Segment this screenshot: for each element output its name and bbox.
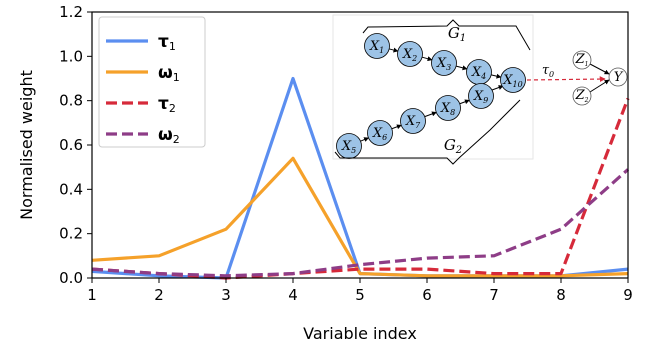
x-tick-label: 9	[623, 286, 633, 304]
top-chain-node-label: X10	[502, 73, 522, 89]
tau0-label: τ0	[542, 63, 554, 79]
bottom-chain-edge	[360, 137, 370, 142]
x-axis-label: Variable index	[303, 324, 417, 343]
x-tick-label: 6	[422, 286, 432, 304]
top-chain-edge	[389, 47, 399, 53]
legend-label-3: τ2	[158, 94, 176, 115]
top-chain-node	[397, 41, 423, 67]
z-edge	[589, 63, 610, 75]
bottom-chain-node	[367, 120, 393, 146]
y-tick-label: 0.0	[59, 269, 83, 287]
group-bottom-label: G2	[444, 136, 462, 156]
y-axis-label: Normalised weight	[17, 70, 36, 220]
inset-content: X1 X2 X3 X4 X10 X5 X6 X7 X8 X9 G1 G2 τ0 Z1 Z2 Y	[334, 19, 628, 165]
z-edge	[589, 79, 610, 93]
legend-box	[98, 16, 206, 148]
legend-entries: τ1 ω1 τ2 ω2	[106, 32, 180, 146]
x-tick-label: 8	[556, 286, 566, 304]
z-node-label: Z2	[575, 88, 589, 104]
bottom-chain-node-label: X9	[473, 89, 488, 105]
bottom-chain-edge	[391, 124, 402, 130]
bottom-chain-node	[435, 95, 461, 121]
top-chain-node-label: X1	[369, 39, 384, 55]
plot-lines	[91, 76, 630, 280]
bottom-chain-edge	[424, 111, 437, 118]
y-tick-label: 0.6	[59, 136, 83, 154]
bottom-chain-node-label: X6	[372, 126, 387, 142]
top-chain-node	[364, 33, 390, 59]
group-top-brace	[362, 19, 531, 51]
top-chain-edge	[421, 56, 433, 62]
legend-label-4: ω2	[158, 125, 180, 146]
series-line-2	[91, 156, 629, 278]
top-chain-edge	[455, 65, 468, 71]
tau0-edge	[526, 76, 606, 83]
x-tick-label: 3	[221, 286, 231, 304]
bottom-chain-node	[468, 83, 494, 109]
inset-diagram: X1 X2 X3 X4 X10 X5 X6 X7 X8 X9 G1 G2 τ0 Z1 Z2 Y	[332, 14, 628, 165]
outcome-node-label: Y	[614, 70, 624, 85]
y-tick-label: 1.2	[59, 3, 83, 21]
y-tick-label: 0.2	[59, 225, 83, 243]
group-top-label: G1	[448, 24, 466, 44]
y-axis: 0.0 0.2 0.4 0.6 0.8 1.0 1.2	[59, 3, 92, 287]
chain-link-edge	[491, 85, 504, 91]
x-tick-label: 7	[489, 286, 499, 304]
legend-label-1: τ1	[158, 32, 176, 53]
bottom-chain-node-label: X8	[440, 101, 455, 117]
x-tick-label: 4	[288, 286, 298, 304]
top-chain-node	[500, 67, 526, 93]
y-tick-label: 1.0	[59, 47, 83, 65]
legend: τ1 ω1 τ2 ω2	[98, 16, 206, 148]
top-chain-node-label: X2	[402, 47, 417, 63]
bottom-chain-edge	[459, 99, 470, 105]
bottom-chain-node-label: X7	[405, 114, 421, 130]
x-tick-label: 2	[154, 286, 164, 304]
x-tick-label: 5	[355, 286, 365, 304]
y-tick-label: 0.4	[59, 180, 83, 198]
z-node	[572, 50, 592, 70]
series-line-4	[91, 168, 630, 278]
group-bottom-brace	[334, 99, 521, 165]
top-chain-node-label: X3	[436, 56, 451, 72]
x-tick-label: 1	[87, 286, 97, 304]
top-chain-edge	[491, 73, 502, 79]
z-node	[572, 86, 592, 106]
top-chain-node	[431, 50, 457, 76]
bottom-chain-node-label: X5	[341, 139, 356, 155]
z-node-label: Z1	[575, 52, 589, 68]
y-tick-label: 0.8	[59, 92, 83, 110]
top-chain-node-label: X4	[471, 65, 486, 81]
bottom-chain-node	[400, 108, 426, 134]
x-axis: 1 2 3 4 5 6 7 8 9	[87, 278, 633, 304]
outcome-node	[608, 67, 628, 87]
legend-label-2: ω1	[158, 63, 180, 84]
